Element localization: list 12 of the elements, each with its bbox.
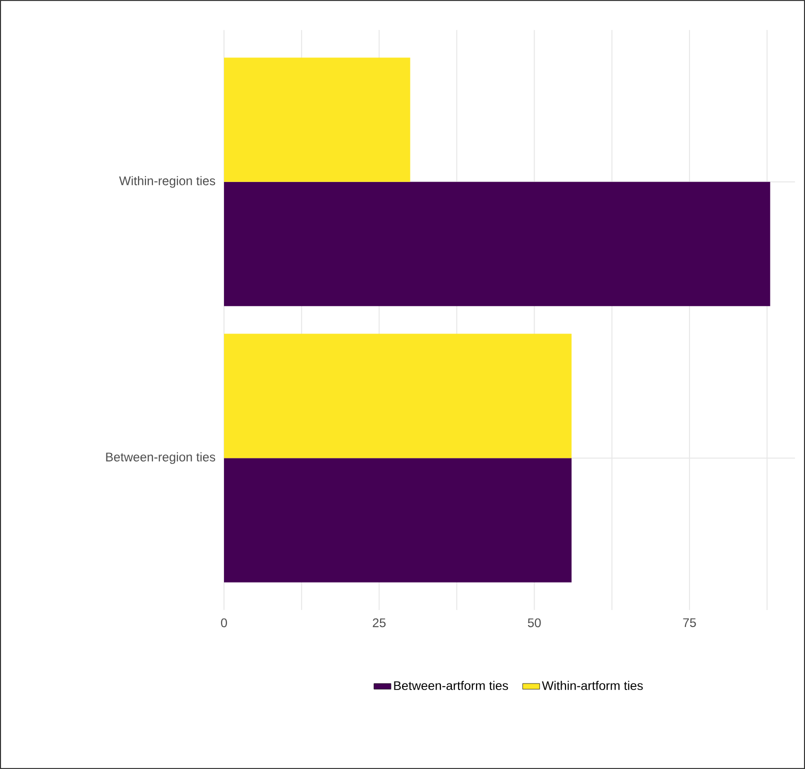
x-tick-label: 0 [221, 618, 227, 628]
x-tick-label: 50 [528, 618, 541, 628]
bar [224, 58, 410, 182]
bar [224, 182, 770, 306]
x-tick-label: 25 [372, 618, 386, 628]
y-tick-label: Between-region ties [106, 452, 216, 464]
bar [224, 334, 572, 458]
legend-label: Between-artform ties [394, 680, 508, 690]
legend-label: Within-artform ties [542, 680, 643, 690]
y-tick-label: Within-region ties [119, 176, 216, 188]
x-tick-label: 75 [683, 618, 696, 628]
bar [224, 458, 572, 582]
